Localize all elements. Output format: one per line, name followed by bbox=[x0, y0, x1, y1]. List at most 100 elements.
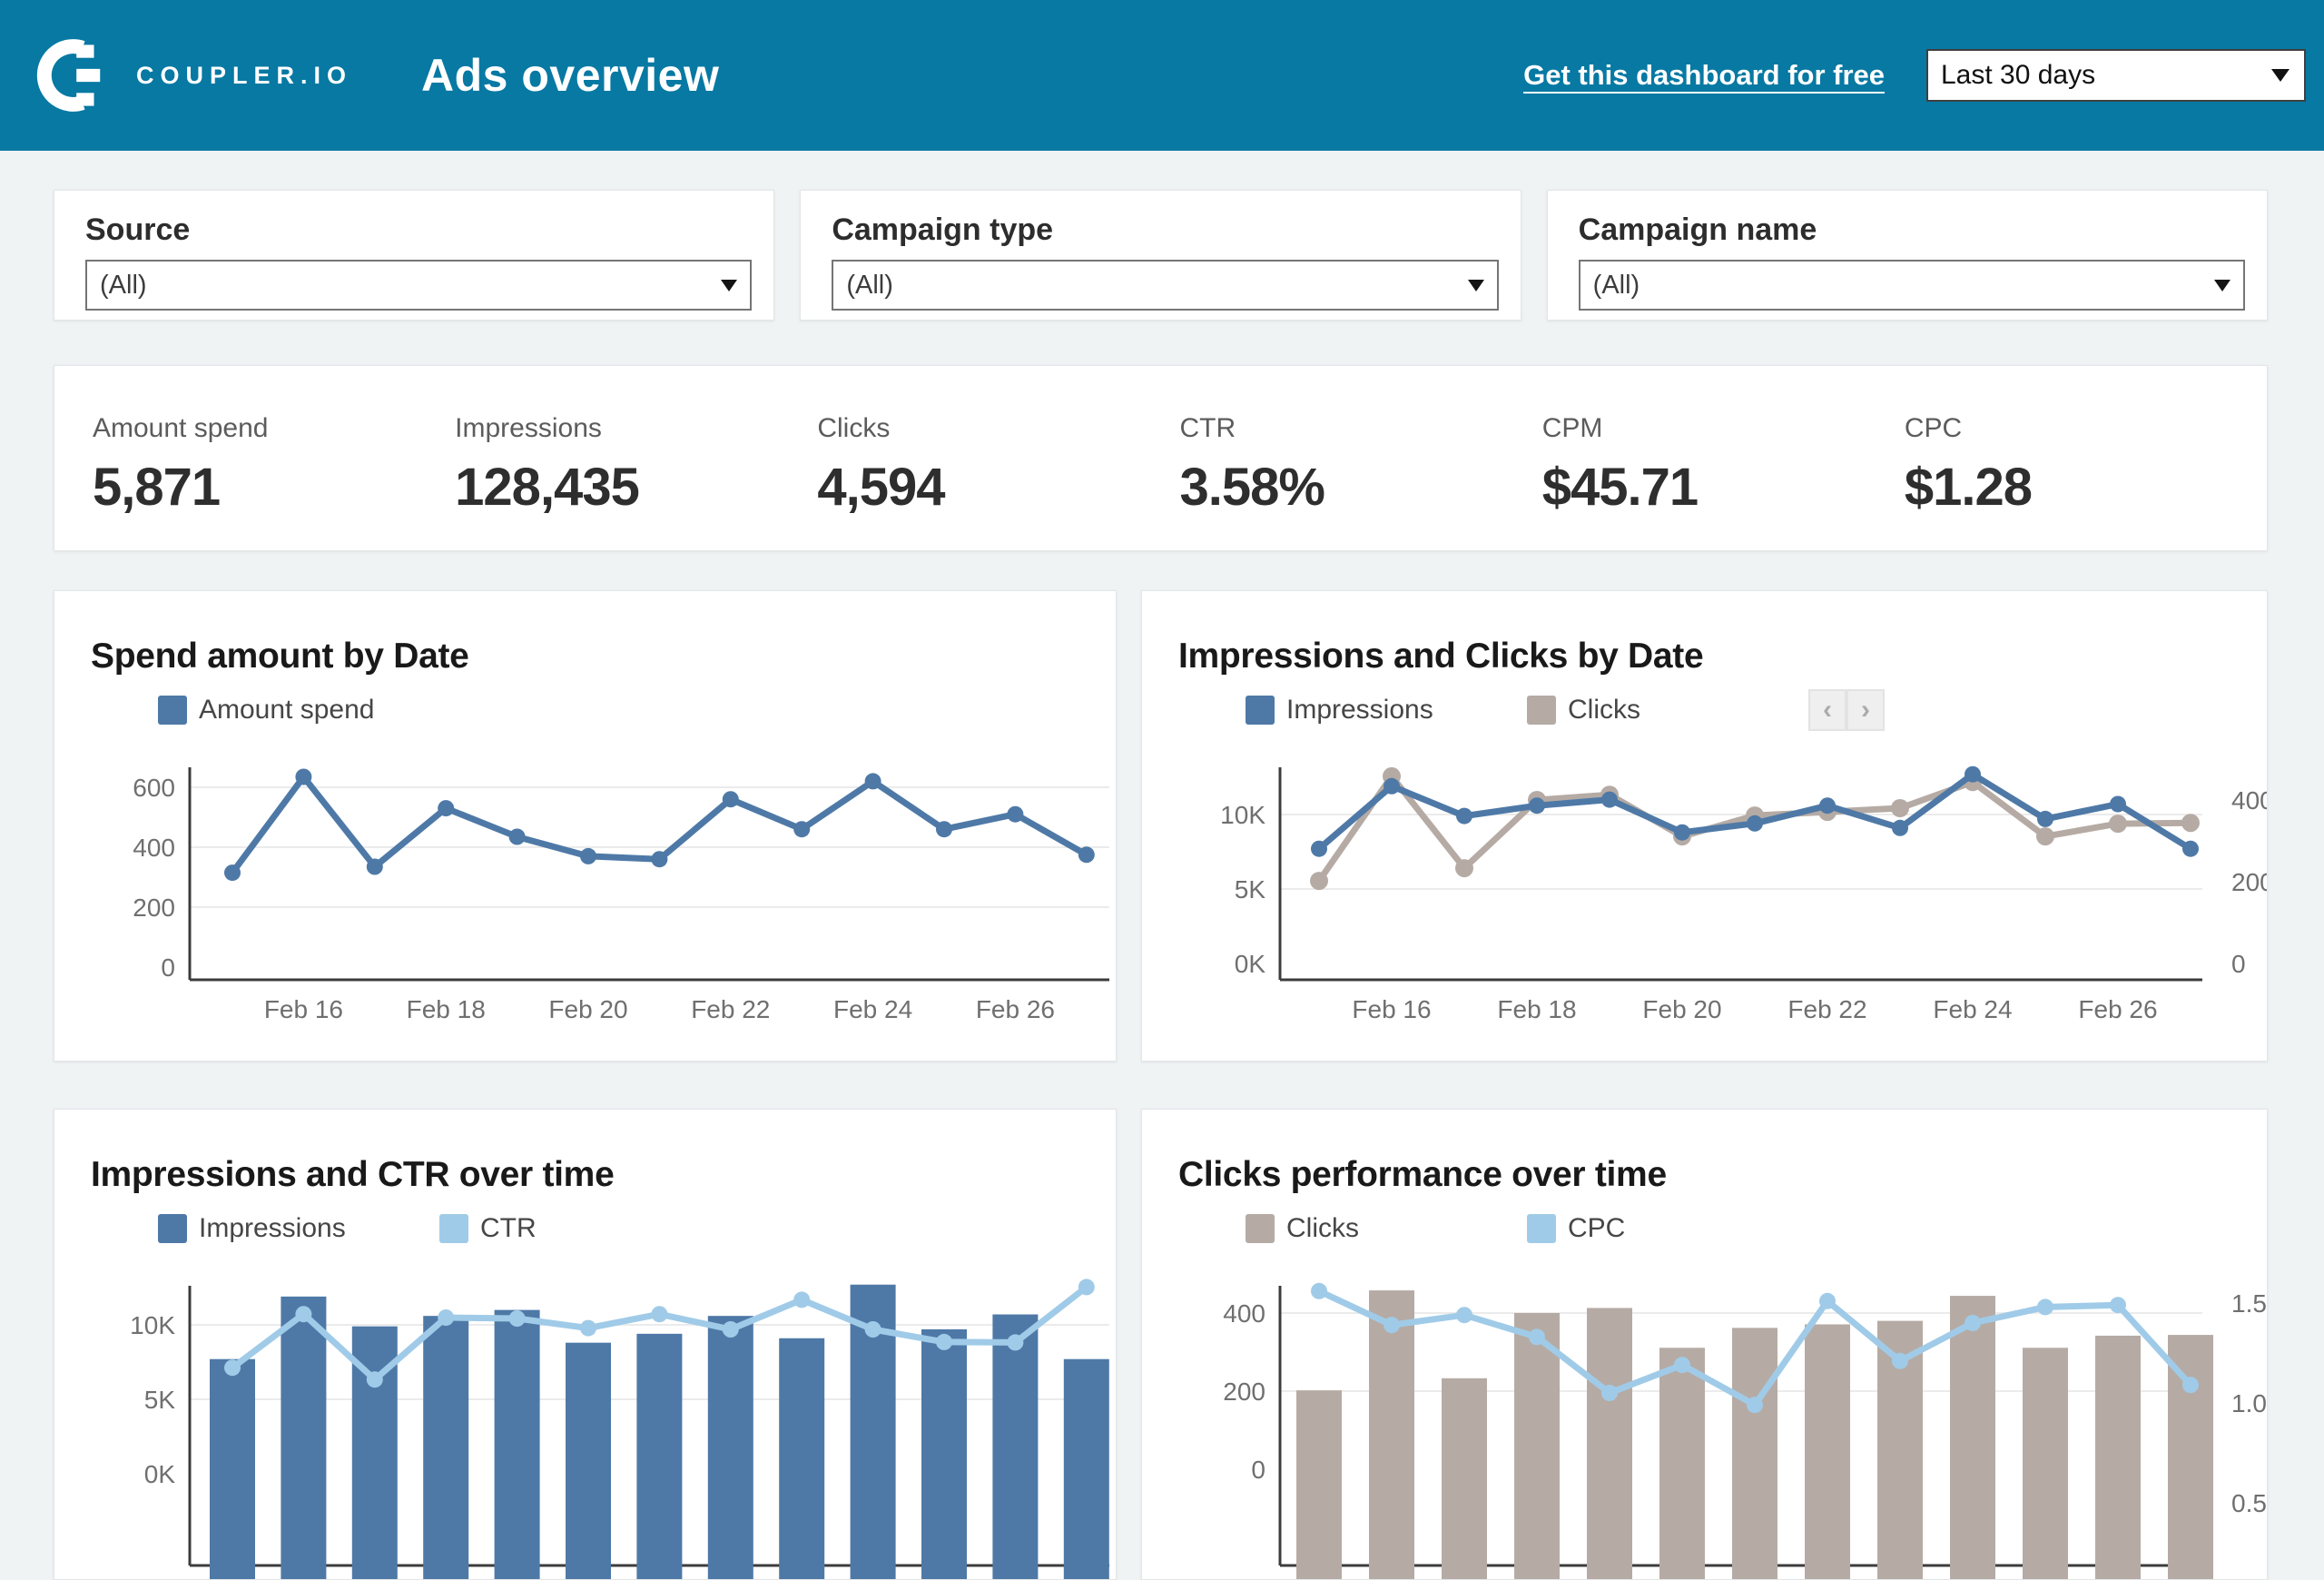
chart-legend: Amount spend bbox=[91, 689, 1116, 731]
svg-text:Feb 26: Feb 26 bbox=[976, 995, 1055, 1023]
svg-text:Feb 22: Feb 22 bbox=[1787, 995, 1866, 1023]
legend-item[interactable]: Impressions bbox=[1246, 695, 1527, 726]
campaign-name-select-value: (All) bbox=[1592, 270, 1640, 300]
chart-card-spend-by-date: Spend amount by Date Amount spend 0 200 40… bbox=[54, 590, 1117, 1062]
legend-swatch-icon bbox=[1527, 1214, 1556, 1243]
legend-item[interactable]: Impressions bbox=[158, 1213, 439, 1244]
svg-text:1.5: 1.5 bbox=[2231, 1289, 2267, 1318]
legend-swatch-icon bbox=[1246, 1214, 1275, 1243]
coupler-logo-icon bbox=[36, 39, 101, 112]
svg-text:Feb 22: Feb 22 bbox=[691, 995, 770, 1023]
chevron-down-icon bbox=[2271, 69, 2290, 82]
legend-label: Clicks bbox=[1568, 695, 1640, 725]
kpi-value: $45.71 bbox=[1541, 458, 1699, 517]
legend-item[interactable]: Amount spend bbox=[158, 695, 439, 726]
legend-label: Amount spend bbox=[199, 695, 375, 725]
chart-legend: Clicks CPC bbox=[1178, 1208, 2267, 1249]
get-dashboard-link[interactable]: Get this dashboard for free bbox=[1523, 59, 1885, 91]
kpi-clicks: Clicks 4,594 bbox=[817, 413, 1179, 550]
svg-text:10K: 10K bbox=[130, 1311, 175, 1339]
legend-items: Impressions CTR bbox=[158, 1213, 721, 1244]
svg-text:200: 200 bbox=[1223, 1378, 1265, 1406]
svg-text:600: 600 bbox=[133, 774, 175, 802]
legend-swatch-icon bbox=[158, 696, 187, 725]
brand: COUPLER.IO bbox=[34, 37, 352, 114]
legend-item[interactable]: Clicks bbox=[1246, 1213, 1527, 1244]
kpi-value: 128,435 bbox=[455, 458, 640, 517]
campaign-type-select-value: (All) bbox=[846, 270, 893, 300]
svg-text:10K: 10K bbox=[1220, 801, 1265, 829]
svg-text:Feb 24: Feb 24 bbox=[833, 995, 912, 1023]
chart-legend: Impressions Clicks ‹ › bbox=[1178, 689, 2267, 731]
legend-label: Clicks bbox=[1286, 1213, 1359, 1243]
filter-title: Campaign type bbox=[832, 212, 1054, 247]
svg-text:200: 200 bbox=[133, 894, 175, 922]
kpi-label: CTR bbox=[1179, 413, 1236, 443]
kpi-summary-card: Amount spend 5,871 Impressions 128,435 C… bbox=[54, 365, 2268, 551]
kpi-value: 4,594 bbox=[817, 458, 945, 517]
kpi-value: 5,871 bbox=[93, 458, 221, 517]
kpi-amount-spend: Amount spend 5,871 bbox=[93, 413, 455, 550]
source-select[interactable]: (All) bbox=[85, 260, 753, 311]
svg-text:Feb 18: Feb 18 bbox=[1497, 995, 1576, 1023]
svg-text:0K: 0K bbox=[144, 1460, 176, 1488]
kpi-impressions: Impressions 128,435 bbox=[455, 413, 817, 550]
legend-items: Clicks CPC bbox=[1246, 1213, 1808, 1244]
legend-item[interactable]: Clicks bbox=[1527, 695, 1808, 726]
source-select-value: (All) bbox=[100, 270, 147, 300]
svg-text:200: 200 bbox=[2231, 868, 2268, 896]
dashboard-body: Source (All) Campaign type (All) Campaig… bbox=[0, 151, 2268, 1580]
pager-next-button[interactable]: › bbox=[1846, 689, 1885, 731]
chart-card-impressions-ctr: Impressions and CTR over time Impression… bbox=[54, 1109, 1117, 1580]
legend-swatch-icon bbox=[1246, 696, 1275, 725]
chevron-down-icon bbox=[2213, 279, 2230, 291]
svg-text:0: 0 bbox=[161, 953, 175, 982]
filter-card-campaign-name: Campaign name (All) bbox=[1546, 190, 2268, 321]
svg-text:400: 400 bbox=[2231, 786, 2268, 815]
spend-by-date-line-chart[interactable]: 0 200 400 600 Feb 16 Feb 18 Feb 20 Feb 22 Feb 24… bbox=[91, 756, 1117, 1056]
date-range-dropdown[interactable]: Last 30 days bbox=[1926, 49, 2306, 102]
chart-title: Clicks performance over time bbox=[1178, 1155, 1667, 1194]
legend-label: CTR bbox=[480, 1213, 537, 1243]
chart-legend: Impressions CTR bbox=[91, 1208, 1116, 1249]
svg-text:0: 0 bbox=[1251, 1456, 1265, 1484]
svg-text:400: 400 bbox=[1223, 1299, 1265, 1328]
svg-text:Feb 16: Feb 16 bbox=[1352, 995, 1431, 1023]
svg-text:0.5: 0.5 bbox=[2231, 1489, 2267, 1517]
svg-text:5K: 5K bbox=[1235, 875, 1266, 904]
impressions-clicks-line-chart[interactable]: 0K 5K 10K 0 200 400 Feb 16 Feb 18 Feb 20 Feb 22 Fe… bbox=[1178, 756, 2268, 1056]
svg-text:400: 400 bbox=[133, 834, 175, 862]
filter-card-campaign-type: Campaign type (All) bbox=[800, 190, 1521, 321]
kpi-label: CPC bbox=[1904, 413, 1963, 443]
kpi-ctr: CTR 3.58% bbox=[1180, 413, 1542, 550]
legend-swatch-icon bbox=[1527, 696, 1556, 725]
legend-item[interactable]: CPC bbox=[1527, 1213, 1808, 1244]
kpi-label: Amount spend bbox=[93, 413, 269, 443]
kpi-cpm: CPM $45.71 bbox=[1542, 413, 1905, 550]
svg-text:5K: 5K bbox=[144, 1386, 176, 1414]
legend-item[interactable]: CTR bbox=[439, 1213, 721, 1244]
legend-swatch-icon bbox=[439, 1214, 468, 1243]
page-title: Ads overview bbox=[421, 50, 720, 101]
legend-items: Amount spend bbox=[158, 695, 439, 726]
legend-label: Impressions bbox=[199, 1213, 346, 1243]
legend-pager: ‹ › bbox=[1808, 689, 1885, 731]
kpi-cpc: CPC $1.28 bbox=[1905, 413, 2267, 550]
pager-prev-button[interactable]: ‹ bbox=[1808, 689, 1846, 731]
campaign-name-select[interactable]: (All) bbox=[1578, 260, 2245, 311]
kpi-value: $1.28 bbox=[1904, 458, 2033, 517]
svg-text:Feb 16: Feb 16 bbox=[264, 995, 343, 1023]
svg-text:Feb 20: Feb 20 bbox=[1642, 995, 1721, 1023]
svg-text:Feb 20: Feb 20 bbox=[548, 995, 627, 1023]
kpi-label: Impressions bbox=[455, 413, 602, 443]
svg-text:Feb 26: Feb 26 bbox=[2078, 995, 2157, 1023]
kpi-label: Clicks bbox=[817, 413, 891, 443]
legend-label: Impressions bbox=[1286, 695, 1433, 725]
kpi-value: 3.58% bbox=[1179, 458, 1325, 517]
chart-card-impressions-clicks: Impressions and Clicks by Date Impressio… bbox=[1141, 590, 2268, 1062]
legend-label: CPC bbox=[1568, 1213, 1626, 1243]
campaign-type-select[interactable]: (All) bbox=[832, 260, 1499, 311]
chart-title: Spend amount by Date bbox=[91, 637, 469, 676]
